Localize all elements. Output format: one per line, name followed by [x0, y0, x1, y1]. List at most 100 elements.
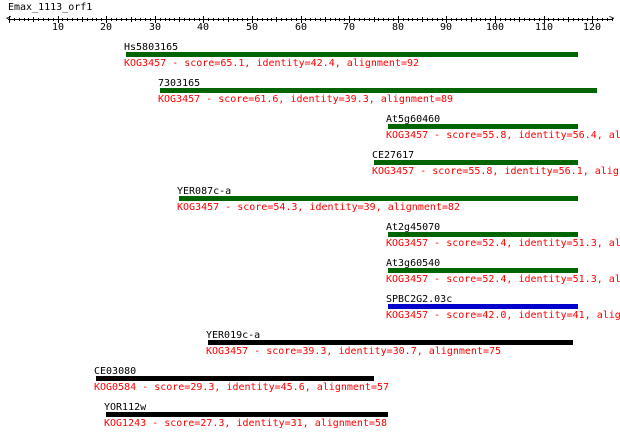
axis-tick: [456, 18, 457, 21]
hit-bar[interactable]: [106, 412, 388, 417]
hit-bar[interactable]: [388, 232, 578, 237]
hit-bar[interactable]: [208, 340, 573, 345]
axis-tick: [548, 18, 549, 21]
hit-bar[interactable]: [388, 268, 578, 273]
axis-tick: [267, 18, 268, 21]
axis-tick: [301, 16, 302, 23]
axis-tick: [364, 18, 365, 21]
axis-tick: [155, 16, 156, 23]
axis-tick: [189, 18, 190, 21]
hit-name: At3g60540: [386, 258, 441, 269]
axis-tick: [179, 17, 180, 22]
axis-tick: [296, 18, 297, 21]
hit-name: YOR112w: [104, 402, 147, 413]
axis-tick: [437, 18, 438, 21]
axis-tick: [247, 18, 248, 21]
axis-tick-label: 100: [485, 22, 505, 33]
axis-tick: [354, 18, 355, 21]
axis-tick: [568, 17, 569, 22]
axis-tick: [359, 18, 360, 21]
axis-tick: [233, 18, 234, 21]
axis-tick: [471, 17, 472, 22]
axis-tick: [519, 17, 520, 22]
axis-tick: [446, 16, 447, 23]
axis-tick: [101, 18, 102, 21]
axis-tick: [534, 18, 535, 21]
axis-tick: [28, 18, 29, 21]
axis-tick: [422, 17, 423, 22]
axis-tick: [213, 18, 214, 21]
axis-tick: [257, 18, 258, 21]
hit-name: YER087c-a: [177, 186, 232, 197]
axis-tick: [607, 18, 608, 21]
axis-tick: [223, 18, 224, 21]
axis-tick: [165, 18, 166, 21]
axis-tick: [335, 18, 336, 21]
hit-description: KOG3457 - score=42.0, identity=41, alig: [386, 310, 620, 321]
axis-tick: [403, 18, 404, 21]
axis-tick: [339, 18, 340, 21]
hit-description: KOG0584 - score=29.3, identity=45.6, ali…: [94, 382, 390, 393]
axis-tick-label: 10: [51, 22, 65, 33]
axis-tick: [602, 18, 603, 21]
hit-name: CE03080: [94, 366, 137, 377]
axis-tick: [291, 18, 292, 21]
axis-tick-label: 80: [391, 22, 405, 33]
axis-tick-label: 30: [148, 22, 162, 33]
hit-bar[interactable]: [388, 304, 578, 309]
axis-tick: [544, 16, 545, 23]
axis-tick: [442, 18, 443, 21]
hit-name: At2g45070: [386, 222, 441, 233]
axis-tick: [315, 18, 316, 21]
axis-tick: [14, 18, 15, 21]
axis-tick: [374, 17, 375, 22]
axis-tick: [252, 16, 253, 23]
axis-tick: [38, 18, 39, 21]
axis-tick: [466, 18, 467, 21]
hit-bar[interactable]: [160, 88, 597, 93]
axis-tick-label: 70: [342, 22, 356, 33]
hit-bar[interactable]: [388, 124, 578, 129]
hit-bar[interactable]: [374, 160, 578, 165]
axis-tick: [412, 18, 413, 21]
hit-name: 7303165: [158, 78, 201, 89]
axis-tick-label: 40: [196, 22, 210, 33]
axis-tick-label: 110: [534, 22, 554, 33]
axis-right-arrow-icon: >: [609, 15, 614, 24]
axis-tick: [194, 18, 195, 21]
axis-tick: [310, 18, 311, 21]
axis-tick: [529, 18, 530, 21]
hit-bar[interactable]: [126, 52, 578, 57]
hit-bar[interactable]: [96, 376, 374, 381]
axis-tick: [383, 18, 384, 21]
axis-tick: [563, 18, 564, 21]
axis-tick: [116, 18, 117, 21]
axis-tick: [111, 18, 112, 21]
axis-tick: [582, 18, 583, 21]
axis-tick: [92, 18, 93, 21]
axis-tick: [174, 18, 175, 21]
axis-tick: [126, 18, 127, 21]
axis-tick: [573, 18, 574, 21]
hit-bar[interactable]: [179, 196, 578, 201]
axis-tick: [476, 18, 477, 21]
hit-name: SPBC2G2.03c: [386, 294, 453, 305]
axis-tick: [19, 18, 20, 21]
axis-tick: [160, 18, 161, 21]
axis-tick: [524, 18, 525, 21]
axis-tick: [369, 18, 370, 21]
axis-tick: [62, 18, 63, 21]
axis-tick: [349, 16, 350, 23]
axis-tick-label: 20: [99, 22, 113, 33]
axis-tick-label: 120: [582, 22, 602, 33]
axis-tick: [510, 18, 511, 21]
axis-tick: [398, 16, 399, 23]
axis-tick-label: 50: [245, 22, 259, 33]
axis-tick: [237, 18, 238, 21]
axis-tick: [592, 16, 593, 23]
axis-tick: [262, 18, 263, 21]
axis-tick: [218, 18, 219, 21]
axis-tick: [271, 18, 272, 21]
axis-tick: [43, 18, 44, 21]
axis-tick: [276, 17, 277, 22]
